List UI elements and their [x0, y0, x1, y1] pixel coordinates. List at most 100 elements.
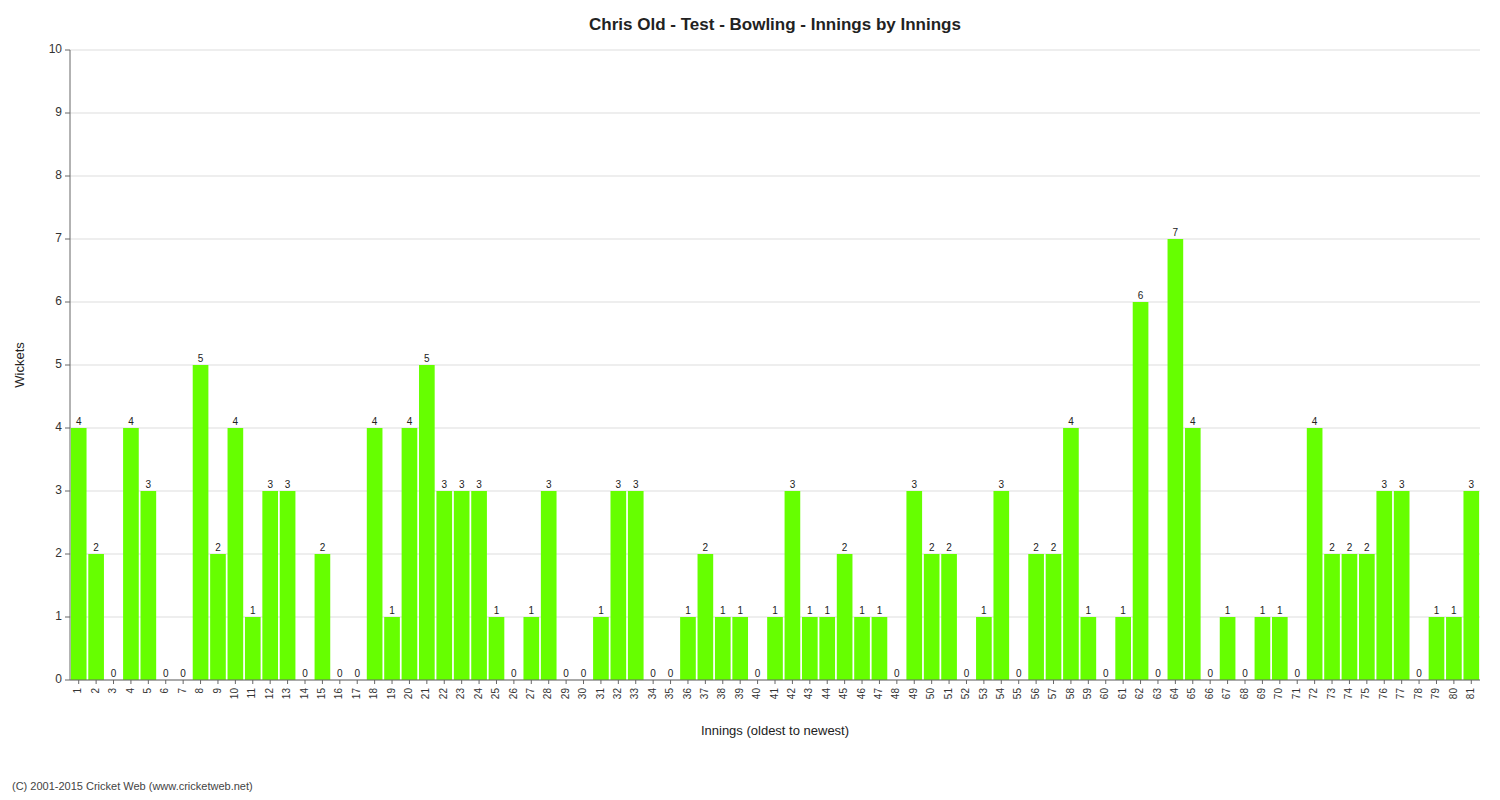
data-label: 2: [1329, 542, 1335, 553]
bar: [141, 491, 157, 680]
x-tick: [461, 680, 462, 684]
x-tick: [531, 680, 532, 684]
x-tick-label: 81: [1465, 688, 1476, 700]
data-label: 0: [1294, 668, 1300, 679]
data-label: 2: [1347, 542, 1353, 553]
x-tick-label: 8: [194, 688, 205, 694]
data-label: 4: [1190, 416, 1196, 427]
y-axis: 012345678910: [49, 42, 70, 686]
x-tick: [96, 680, 97, 684]
x-tick-label: 68: [1239, 688, 1250, 700]
x-tick: [496, 680, 497, 684]
bar: [367, 428, 383, 680]
x-tick: [827, 680, 828, 684]
y-tick: [65, 50, 70, 51]
bar: [924, 554, 940, 680]
bars: [71, 239, 1479, 680]
data-label: 4: [76, 416, 82, 427]
bar: [1307, 428, 1323, 680]
x-tick: [548, 680, 549, 684]
x-tick-label: 77: [1395, 688, 1406, 700]
bar: [1359, 554, 1375, 680]
x-tick-label: 15: [316, 688, 327, 700]
x-tick-label: 78: [1413, 688, 1424, 700]
data-label: 3: [1399, 479, 1405, 490]
x-tick-label: 53: [978, 688, 989, 700]
x-tick-label: 70: [1273, 688, 1284, 700]
bar: [489, 617, 505, 680]
data-label: 6: [1138, 290, 1144, 301]
x-tick: [1070, 680, 1071, 684]
x-tick-label: 17: [351, 688, 362, 700]
data-label: 3: [911, 479, 917, 490]
x-tick-label: 48: [890, 688, 901, 700]
data-label: 1: [1086, 605, 1092, 616]
data-label: 0: [511, 668, 517, 679]
x-tick: [1140, 680, 1141, 684]
x-tick-label: 22: [438, 688, 449, 700]
x-tick-label: 39: [734, 688, 745, 700]
x-tick-label: 32: [612, 688, 623, 700]
grid-line: [70, 113, 1480, 114]
x-tick-label: 23: [455, 688, 466, 700]
x-tick-label: 4: [125, 688, 136, 694]
x-tick: [949, 680, 950, 684]
bar: [819, 617, 835, 680]
x-tick: [1314, 680, 1315, 684]
x-tick: [1366, 680, 1367, 684]
bar: [715, 617, 731, 680]
x-tick: [966, 680, 967, 684]
data-label: 4: [407, 416, 413, 427]
x-tick-label: 12: [264, 688, 275, 700]
x-tick-label: 65: [1186, 688, 1197, 700]
x-tick: [653, 680, 654, 684]
data-label: 1: [1434, 605, 1440, 616]
x-tick-label: 52: [960, 688, 971, 700]
data-label: 2: [946, 542, 952, 553]
y-tick: [65, 365, 70, 366]
data-label: 0: [163, 668, 169, 679]
data-label: 0: [180, 668, 186, 679]
x-tick-label: 51: [943, 688, 954, 700]
x-tick: [844, 680, 845, 684]
data-label: 0: [1103, 668, 1109, 679]
y-tick: [65, 680, 70, 681]
x-tick: [1297, 680, 1298, 684]
data-label: 0: [894, 668, 900, 679]
x-tick: [1245, 680, 1246, 684]
data-label: 1: [494, 605, 500, 616]
bar: [1342, 554, 1358, 680]
x-axis: 1234567891011121314151617181920212223242…: [70, 680, 1480, 699]
data-label: 3: [459, 479, 465, 490]
data-label: 2: [1051, 542, 1057, 553]
x-tick: [1157, 680, 1158, 684]
bar: [802, 617, 818, 680]
x-tick: [722, 680, 723, 684]
x-tick: [1453, 680, 1454, 684]
data-label: 2: [703, 542, 709, 553]
x-tick: [1419, 680, 1420, 684]
bar: [993, 491, 1009, 680]
data-label: 1: [859, 605, 865, 616]
x-tick: [809, 680, 810, 684]
title: Chris Old - Test - Bowling - Innings by …: [589, 15, 961, 34]
x-tick: [78, 680, 79, 684]
data-label: 0: [668, 668, 674, 679]
data-label: 1: [529, 605, 535, 616]
data-label: 4: [1312, 416, 1318, 427]
x-tick: [862, 680, 863, 684]
x-tick-label: 14: [299, 688, 310, 700]
y-tick-label: 10: [49, 42, 63, 56]
bar: [123, 428, 139, 680]
y-tick: [65, 302, 70, 303]
bar: [454, 491, 470, 680]
y-tick: [65, 176, 70, 177]
y-tick-label: 9: [55, 105, 62, 119]
bar: [593, 617, 609, 680]
data-labels: 4204300524133020041453331013001330012110…: [76, 227, 1475, 679]
x-tick-label: 37: [699, 688, 710, 700]
y-tick: [65, 113, 70, 114]
bar: [1272, 617, 1288, 680]
data-label: 4: [128, 416, 134, 427]
x-tick: [130, 680, 131, 684]
